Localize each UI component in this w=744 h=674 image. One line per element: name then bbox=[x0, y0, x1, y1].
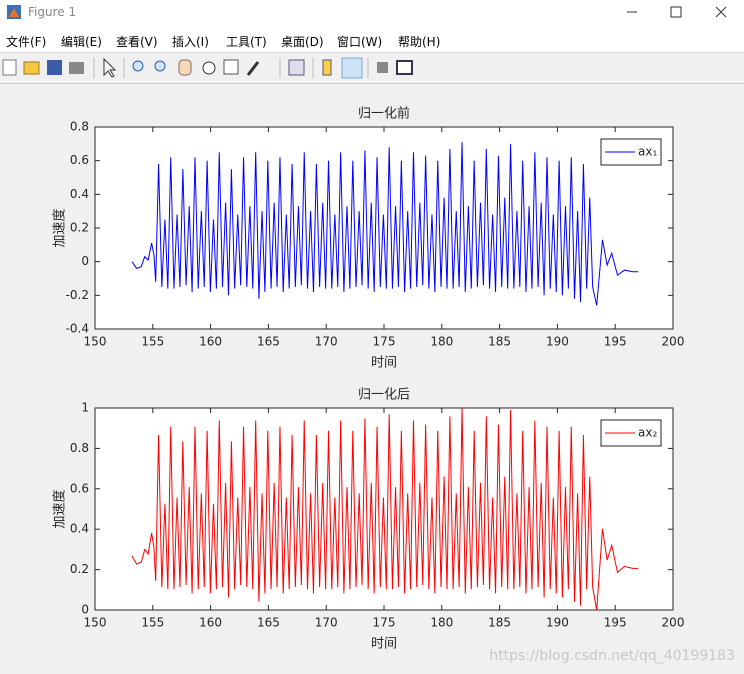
window-icons bbox=[7, 5, 727, 19]
x-tick-label: 190 bbox=[546, 335, 569, 349]
legend-button[interactable] bbox=[341, 57, 363, 79]
new-button[interactable] bbox=[2, 59, 17, 76]
hide-tools-button[interactable] bbox=[377, 62, 388, 73]
dock-button[interactable] bbox=[396, 60, 413, 75]
watermark: https://blog.csdn.net/qq_40199183 bbox=[489, 648, 735, 664]
x-axis-label: 时间 bbox=[371, 356, 397, 371]
x-tick-label: 175 bbox=[373, 616, 396, 630]
y-tick-label: 0 bbox=[81, 254, 89, 268]
data-line bbox=[131, 407, 639, 611]
toolbar bbox=[0, 52, 744, 84]
menu-item[interactable]: 查看(V) bbox=[116, 35, 158, 49]
x-tick-label: 160 bbox=[199, 335, 222, 349]
datatip-button[interactable] bbox=[223, 59, 239, 75]
y-tick-label: 1 bbox=[81, 401, 89, 415]
open-button[interactable] bbox=[23, 61, 40, 75]
y-tick-label: 0 bbox=[81, 603, 89, 617]
menu-item[interactable]: 编辑(E) bbox=[61, 35, 102, 49]
menu-item[interactable]: 插入(I) bbox=[172, 35, 209, 49]
maximize-button[interactable] bbox=[670, 6, 682, 18]
y-tick-label: 0.2 bbox=[70, 562, 89, 576]
brush-button[interactable] bbox=[246, 61, 260, 76]
app-icon-shape bbox=[9, 8, 19, 17]
x-tick-label: 200 bbox=[662, 335, 685, 349]
y-tick-label: 0.8 bbox=[70, 120, 89, 134]
save-button[interactable] bbox=[47, 60, 62, 75]
chart-title: 归一化后 bbox=[358, 388, 410, 403]
print-button[interactable] bbox=[69, 62, 84, 74]
figure: https://blog.csdn.net/qq_40199183 150 155… bbox=[52, 106, 736, 665]
y-tick-label: 0.2 bbox=[70, 221, 89, 235]
x-tick-label: 170 bbox=[315, 616, 338, 630]
x-tick-label: 175 bbox=[373, 335, 396, 349]
menu-item[interactable]: 工具(T) bbox=[226, 35, 267, 49]
y-tick-label: 0.6 bbox=[70, 481, 89, 495]
toolbar-icons bbox=[2, 57, 413, 79]
menu-item[interactable]: 帮助(H) bbox=[398, 35, 441, 49]
x-tick-label: 165 bbox=[257, 335, 280, 349]
window-title: Figure 1 bbox=[28, 5, 77, 19]
y-tick-label: 0.4 bbox=[70, 522, 89, 536]
y-tick-label: 0.6 bbox=[70, 153, 89, 167]
zoom-out-button[interactable] bbox=[154, 60, 166, 72]
link-button[interactable] bbox=[288, 59, 305, 76]
menu-bar: 文件(F) 编辑(E) 查看(V) 插入(I) 工具(T) 桌面(D) 窗口(W… bbox=[0, 26, 744, 52]
x-tick-label: 165 bbox=[257, 616, 280, 630]
x-tick-label: 190 bbox=[546, 616, 569, 630]
y-axis-label: 加速度 bbox=[52, 489, 68, 528]
y-tick-label: 0.8 bbox=[70, 441, 89, 455]
x-tick-label: 155 bbox=[141, 335, 164, 349]
close-button[interactable] bbox=[715, 6, 727, 18]
menu-item[interactable]: 桌面(D) bbox=[281, 35, 324, 49]
x-tick-label: 200 bbox=[662, 616, 685, 630]
chart-title: 归一化前 bbox=[358, 106, 410, 122]
y-tick-label: -0.2 bbox=[66, 288, 89, 302]
x-tick-label: 150 bbox=[84, 335, 107, 349]
pointer-button[interactable] bbox=[103, 57, 117, 78]
legend-label: ax₂ bbox=[638, 426, 657, 440]
x-tick-label: 155 bbox=[141, 616, 164, 630]
zoom-in-button[interactable] bbox=[132, 60, 144, 72]
rotate-button[interactable] bbox=[202, 61, 216, 75]
y-tick-label: -0.4 bbox=[66, 322, 89, 336]
data-line bbox=[131, 142, 639, 306]
x-tick-label: 180 bbox=[430, 335, 453, 349]
menu-item[interactable]: 文件(F) bbox=[6, 35, 47, 49]
x-tick-label: 185 bbox=[488, 616, 511, 630]
pan-button[interactable] bbox=[178, 59, 192, 76]
x-axis-label: 时间 bbox=[371, 637, 397, 652]
x-tick-label: 180 bbox=[430, 616, 453, 630]
legend-label: ax₁ bbox=[638, 145, 657, 159]
colorbar-button[interactable] bbox=[322, 59, 332, 76]
y-axis-label: 加速度 bbox=[52, 208, 68, 247]
x-tick-label: 170 bbox=[315, 335, 338, 349]
menu-item[interactable]: 窗口(W) bbox=[337, 35, 383, 49]
y-tick-label: 0.4 bbox=[70, 187, 89, 201]
title-bar: Figure 1 bbox=[0, 0, 744, 26]
x-tick-label: 195 bbox=[604, 616, 627, 630]
x-tick-label: 185 bbox=[488, 335, 511, 349]
x-tick-label: 160 bbox=[199, 616, 222, 630]
x-tick-label: 150 bbox=[84, 616, 107, 630]
x-tick-label: 195 bbox=[604, 335, 627, 349]
